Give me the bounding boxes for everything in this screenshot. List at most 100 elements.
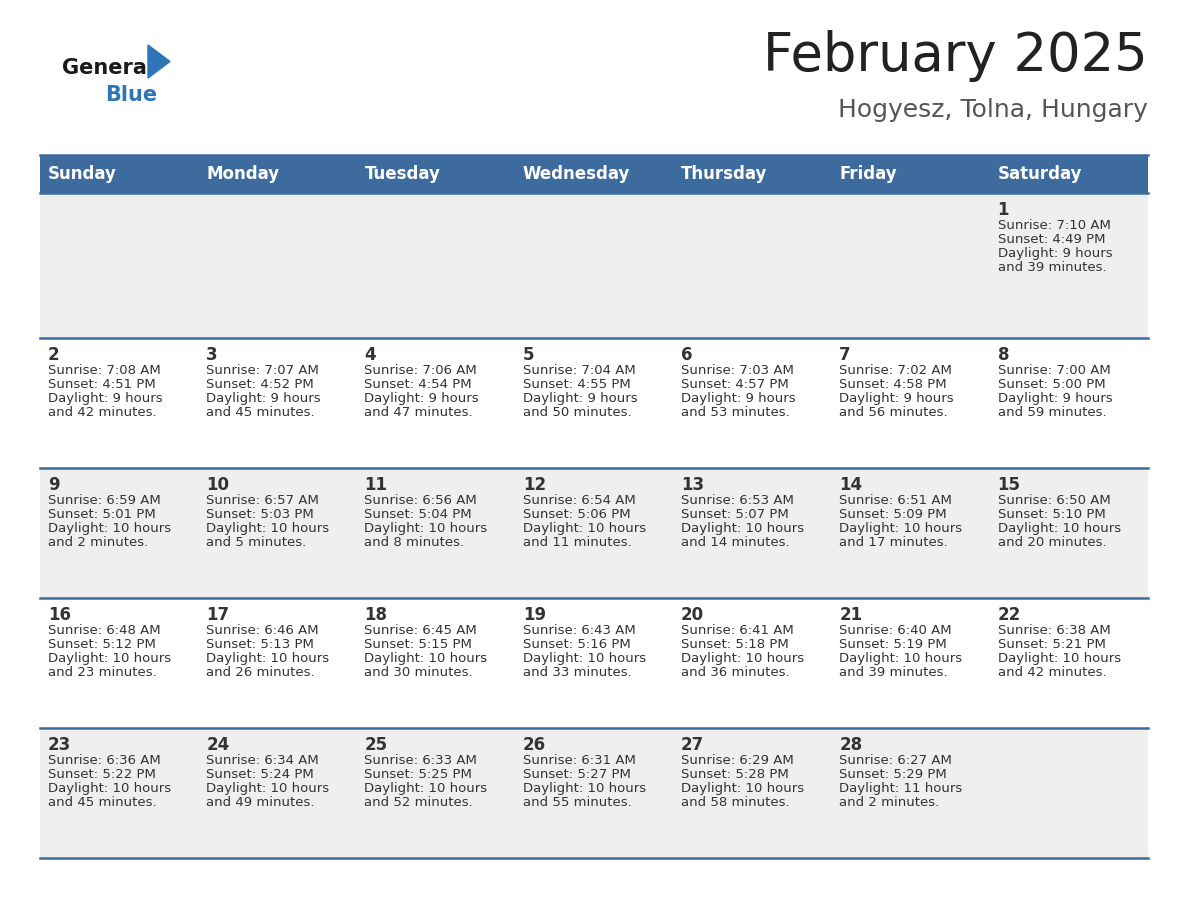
Text: Daylight: 10 hours: Daylight: 10 hours — [840, 522, 962, 535]
Text: and 39 minutes.: and 39 minutes. — [998, 261, 1106, 274]
Text: Blue: Blue — [105, 85, 157, 105]
Text: Sunset: 4:52 PM: Sunset: 4:52 PM — [207, 378, 314, 391]
Bar — [832, 193, 990, 338]
Text: and 33 minutes.: and 33 minutes. — [523, 666, 632, 679]
Text: Sunrise: 6:29 AM: Sunrise: 6:29 AM — [681, 754, 794, 767]
Text: 11: 11 — [365, 476, 387, 494]
Text: Sunset: 5:29 PM: Sunset: 5:29 PM — [840, 768, 947, 781]
Bar — [40, 193, 198, 338]
Text: Daylight: 10 hours: Daylight: 10 hours — [681, 782, 804, 795]
Text: Daylight: 9 hours: Daylight: 9 hours — [523, 392, 638, 405]
Text: 28: 28 — [840, 736, 862, 754]
Text: Sunset: 5:15 PM: Sunset: 5:15 PM — [365, 638, 473, 651]
Text: Sunset: 4:51 PM: Sunset: 4:51 PM — [48, 378, 156, 391]
Bar — [674, 193, 832, 338]
Text: and 59 minutes.: and 59 minutes. — [998, 406, 1106, 419]
Text: and 45 minutes.: and 45 minutes. — [48, 796, 157, 809]
Text: Sunrise: 7:04 AM: Sunrise: 7:04 AM — [523, 364, 636, 377]
Text: Daylight: 10 hours: Daylight: 10 hours — [681, 522, 804, 535]
Bar — [832, 728, 990, 858]
Text: and 5 minutes.: and 5 minutes. — [207, 536, 307, 549]
Text: 21: 21 — [840, 606, 862, 624]
Text: 26: 26 — [523, 736, 546, 754]
Text: and 14 minutes.: and 14 minutes. — [681, 536, 790, 549]
Bar — [198, 155, 356, 193]
Text: Sunday: Sunday — [48, 165, 116, 183]
Bar — [198, 468, 356, 598]
Text: Sunset: 5:07 PM: Sunset: 5:07 PM — [681, 508, 789, 521]
Text: Sunrise: 6:50 AM: Sunrise: 6:50 AM — [998, 494, 1111, 507]
Text: and 47 minutes.: and 47 minutes. — [365, 406, 473, 419]
Text: Sunset: 5:18 PM: Sunset: 5:18 PM — [681, 638, 789, 651]
Text: Daylight: 10 hours: Daylight: 10 hours — [998, 652, 1120, 665]
Bar — [674, 468, 832, 598]
Text: Daylight: 10 hours: Daylight: 10 hours — [207, 522, 329, 535]
Bar — [198, 728, 356, 858]
Bar — [356, 598, 514, 728]
Text: and 39 minutes.: and 39 minutes. — [840, 666, 948, 679]
Bar — [514, 193, 674, 338]
Text: Sunrise: 6:48 AM: Sunrise: 6:48 AM — [48, 624, 160, 637]
Text: Daylight: 10 hours: Daylight: 10 hours — [48, 652, 171, 665]
Text: Daylight: 9 hours: Daylight: 9 hours — [207, 392, 321, 405]
Bar — [356, 728, 514, 858]
Text: Sunrise: 7:08 AM: Sunrise: 7:08 AM — [48, 364, 160, 377]
Text: 17: 17 — [207, 606, 229, 624]
Text: Daylight: 11 hours: Daylight: 11 hours — [840, 782, 962, 795]
Text: 27: 27 — [681, 736, 704, 754]
Text: 8: 8 — [998, 346, 1009, 364]
Text: Thursday: Thursday — [681, 165, 767, 183]
Text: and 50 minutes.: and 50 minutes. — [523, 406, 631, 419]
Text: Daylight: 10 hours: Daylight: 10 hours — [681, 652, 804, 665]
Text: and 45 minutes.: and 45 minutes. — [207, 406, 315, 419]
Text: Daylight: 10 hours: Daylight: 10 hours — [523, 782, 646, 795]
Text: Sunrise: 7:03 AM: Sunrise: 7:03 AM — [681, 364, 794, 377]
Bar — [832, 468, 990, 598]
Text: and 8 minutes.: and 8 minutes. — [365, 536, 465, 549]
Text: Sunset: 4:49 PM: Sunset: 4:49 PM — [998, 233, 1105, 246]
Text: 4: 4 — [365, 346, 377, 364]
Text: Daylight: 9 hours: Daylight: 9 hours — [681, 392, 796, 405]
Text: Sunset: 5:22 PM: Sunset: 5:22 PM — [48, 768, 156, 781]
Text: Sunrise: 6:27 AM: Sunrise: 6:27 AM — [840, 754, 953, 767]
Text: Daylight: 9 hours: Daylight: 9 hours — [840, 392, 954, 405]
Text: Daylight: 10 hours: Daylight: 10 hours — [523, 652, 646, 665]
Bar — [356, 193, 514, 338]
Text: Sunrise: 6:36 AM: Sunrise: 6:36 AM — [48, 754, 160, 767]
Text: Sunset: 5:27 PM: Sunset: 5:27 PM — [523, 768, 631, 781]
Text: 18: 18 — [365, 606, 387, 624]
Bar — [832, 598, 990, 728]
Bar — [198, 338, 356, 468]
Text: Daylight: 10 hours: Daylight: 10 hours — [48, 522, 171, 535]
Text: and 30 minutes.: and 30 minutes. — [365, 666, 473, 679]
Text: 15: 15 — [998, 476, 1020, 494]
Text: Daylight: 9 hours: Daylight: 9 hours — [998, 392, 1112, 405]
Text: Daylight: 10 hours: Daylight: 10 hours — [365, 652, 487, 665]
Bar — [40, 598, 198, 728]
Text: 7: 7 — [840, 346, 851, 364]
Bar — [674, 598, 832, 728]
Bar — [674, 338, 832, 468]
Text: and 55 minutes.: and 55 minutes. — [523, 796, 632, 809]
Bar — [40, 728, 198, 858]
Text: Sunset: 5:01 PM: Sunset: 5:01 PM — [48, 508, 156, 521]
Bar — [514, 468, 674, 598]
Text: 12: 12 — [523, 476, 546, 494]
Text: Sunrise: 6:31 AM: Sunrise: 6:31 AM — [523, 754, 636, 767]
Text: Saturday: Saturday — [998, 165, 1082, 183]
Text: and 23 minutes.: and 23 minutes. — [48, 666, 157, 679]
Text: 20: 20 — [681, 606, 704, 624]
Bar — [356, 155, 514, 193]
Text: 23: 23 — [48, 736, 71, 754]
Text: Sunrise: 6:51 AM: Sunrise: 6:51 AM — [840, 494, 953, 507]
Text: 1: 1 — [998, 201, 1009, 219]
Text: February 2025: February 2025 — [763, 30, 1148, 82]
Text: Sunset: 5:12 PM: Sunset: 5:12 PM — [48, 638, 156, 651]
Text: Daylight: 9 hours: Daylight: 9 hours — [365, 392, 479, 405]
Text: Daylight: 10 hours: Daylight: 10 hours — [840, 652, 962, 665]
Bar — [514, 598, 674, 728]
Text: and 36 minutes.: and 36 minutes. — [681, 666, 790, 679]
Bar — [832, 155, 990, 193]
Text: and 42 minutes.: and 42 minutes. — [998, 666, 1106, 679]
Bar — [40, 155, 198, 193]
